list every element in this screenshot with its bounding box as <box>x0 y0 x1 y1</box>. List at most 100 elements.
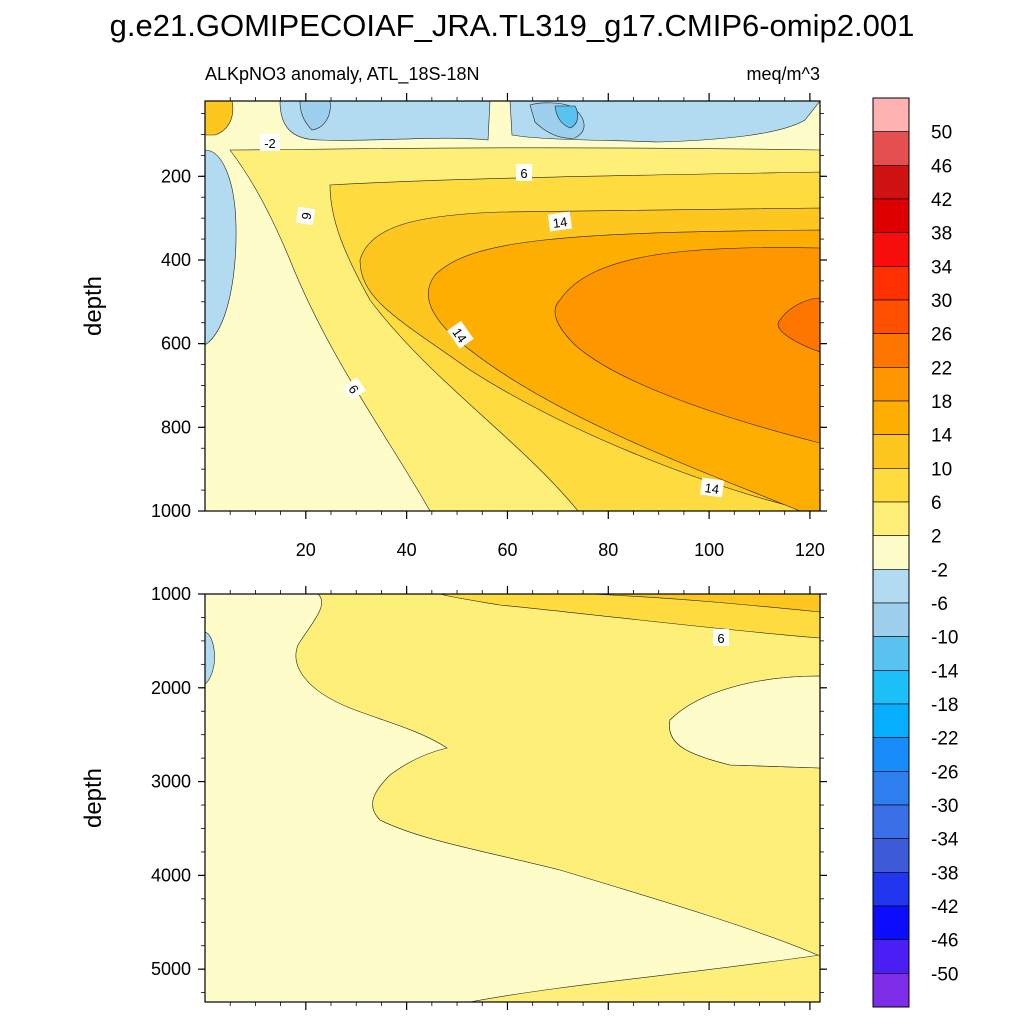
colorbar: 50 46 42 38 34 30 26 22 18 14 10 6 2 -2 -6 -10 -14 -18 -22… <box>872 97 959 1008</box>
colorbar-label: 10 <box>931 459 952 480</box>
colorbar-swatch <box>872 804 910 839</box>
colorbar-swatch <box>872 636 910 671</box>
colorbar-swatch <box>872 165 910 200</box>
colorbar-label: 6 <box>931 493 942 514</box>
neg-patch-west <box>205 149 237 346</box>
colorbar-swatch <box>872 872 910 907</box>
colorbar-swatch <box>872 232 910 267</box>
colorbar-label: -50 <box>931 964 958 985</box>
colorbar-swatch <box>872 367 910 402</box>
colorbar-swatch <box>872 670 910 705</box>
colorbar-swatch <box>872 737 910 772</box>
y-tick-label: 800 <box>161 417 191 437</box>
colorbar-swatch <box>872 703 910 738</box>
fill-level-22 <box>777 297 820 353</box>
colorbar-swatch <box>872 400 910 435</box>
colorbar-label: -42 <box>931 897 958 918</box>
colorbar-swatch <box>872 131 910 166</box>
colorbar-label: 18 <box>931 392 952 413</box>
chart-title: g.e21.GOMIPECOIAF_JRA.TL319_g17.CMIP6-om… <box>110 8 915 43</box>
fill-level-6 <box>439 594 820 639</box>
colorbar-label: 42 <box>931 190 952 211</box>
y-tick-label: 1000 <box>151 584 191 604</box>
contour-label: 14 <box>447 320 474 349</box>
lower-panel: 6 1000 2000 3000 4000 5000 depth <box>80 584 827 1010</box>
x-tick-label: 40 <box>397 540 417 560</box>
colorbar-swatch <box>872 905 910 940</box>
neg-patch-1 <box>279 101 491 141</box>
contour-label: 14 <box>699 477 725 498</box>
lower-y-axis: 1000 2000 3000 4000 5000 <box>151 584 827 994</box>
colorbar-label: -34 <box>931 830 959 851</box>
colorbar-label: 38 <box>931 224 952 245</box>
colorbar-label: -30 <box>931 796 958 817</box>
contour-label-text: 9 <box>298 211 314 221</box>
contour-label-text: 14 <box>552 214 568 231</box>
colorbar-label: 34 <box>931 257 953 278</box>
contour-label: 6 <box>516 164 532 181</box>
fill-level-18 <box>554 247 820 444</box>
x-tick-label: 100 <box>694 540 724 560</box>
lower-y-axis-label: depth <box>80 768 107 828</box>
contour-label-text: 6 <box>520 166 527 181</box>
colorbar-label: -10 <box>931 628 958 649</box>
colorbar-label: 46 <box>931 156 952 177</box>
colorbar-swatch <box>872 468 910 503</box>
lower-contour-fill <box>205 594 820 1002</box>
colorbar-label: 26 <box>931 325 952 346</box>
upper-contour-fill <box>205 101 820 511</box>
colorbar-label: -14 <box>931 661 959 682</box>
upper-frame <box>204 100 821 512</box>
colorbar-label: -18 <box>931 695 958 716</box>
colorbar-swatch <box>872 939 910 974</box>
upper-y-axis-label: depth <box>80 276 107 336</box>
x-tick-label: 20 <box>296 540 316 560</box>
contour-label-text: 14 <box>449 325 470 345</box>
colorbar-label: 30 <box>931 291 952 312</box>
colorbar-swatch <box>872 97 910 132</box>
colorbar-label: 14 <box>931 426 953 447</box>
colorbar-label: 2 <box>931 527 942 548</box>
y-tick-label: 2000 <box>151 678 191 698</box>
y-tick-label: 600 <box>161 334 191 354</box>
colorbar-label: -26 <box>931 762 958 783</box>
colorbar-swatch <box>872 973 910 1008</box>
y-tick-label: 5000 <box>151 959 191 979</box>
colorbar-swatch <box>872 535 910 570</box>
contour-label: 14 <box>547 211 573 232</box>
contour-label-text: 6 <box>717 631 724 646</box>
contour-label-text: 14 <box>704 480 720 497</box>
contour-label: 9 <box>295 206 316 226</box>
upper-panel: -2 6 9 14 14 6 14 200 400 600 800 1000 20 40 6… <box>80 93 827 560</box>
contour-label: 6 <box>713 629 729 646</box>
fill-level-0-inner <box>669 675 820 769</box>
colorbar-swatch <box>872 333 910 368</box>
contour-label-text: -2 <box>264 136 276 151</box>
lower-frame <box>204 593 821 1003</box>
x-tick-label: 80 <box>598 540 618 560</box>
neg-patch-5 <box>299 101 331 131</box>
neg-patch-2 <box>509 101 820 143</box>
fill-level-2-bottom <box>469 954 820 1002</box>
neg-patch-west <box>205 631 215 685</box>
colorbar-swatch <box>872 434 910 469</box>
y-tick-label: 200 <box>161 166 191 186</box>
colorbar-swatch <box>872 198 910 233</box>
contour-label: 6 <box>342 377 366 401</box>
upper-y-axis: 200 400 600 800 1000 <box>151 113 827 521</box>
x-tick-label: 120 <box>795 540 825 560</box>
chart-subtitle-units: meq/m^3 <box>747 64 820 84</box>
colorbar-swatch <box>872 299 910 334</box>
colorbar-swatch <box>872 501 910 536</box>
colorbar-label: -2 <box>931 560 948 581</box>
y-tick-label: 1000 <box>151 501 191 521</box>
colorbar-swatch <box>872 838 910 873</box>
x-tick-label: 60 <box>497 540 517 560</box>
colorbar-swatch <box>872 771 910 806</box>
neg-patch-4 <box>554 105 579 129</box>
chart-subtitle-left: ALKpNO3 anomaly, ATL_18S-18N <box>205 64 479 85</box>
colorbar-label: 22 <box>931 358 952 379</box>
upper-contour-labels: -2 6 9 14 14 6 14 <box>260 134 725 498</box>
lower-x-axis <box>229 586 811 1010</box>
